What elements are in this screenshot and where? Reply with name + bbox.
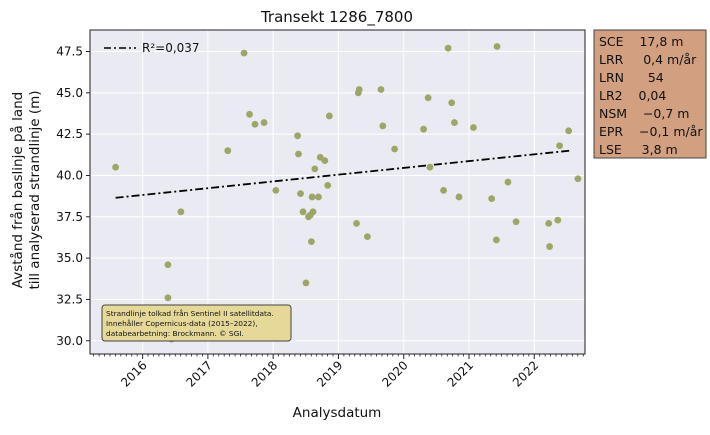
data-point <box>554 216 562 224</box>
data-point <box>112 163 119 171</box>
data-point <box>574 175 582 183</box>
data-point <box>493 43 501 50</box>
x-tick-label: 2021 <box>445 358 476 389</box>
x-tick-label: 2016 <box>118 358 149 389</box>
stats-line-lrn: LRN 54 <box>599 70 664 85</box>
y-tick-label: 35.0 <box>56 251 83 265</box>
data-point <box>488 195 496 203</box>
stats-box-background <box>593 29 707 159</box>
data-point <box>295 150 302 158</box>
data-points <box>112 43 582 343</box>
source-note-line-3: databearbetning: Brockmann. © SGI. <box>106 329 244 338</box>
data-point <box>546 243 554 250</box>
trendline <box>115 149 570 199</box>
data-point <box>272 186 280 194</box>
plot-area <box>90 30 585 354</box>
trendline-path <box>115 149 570 199</box>
data-point <box>355 86 363 93</box>
legend: R²=0,037 <box>104 41 200 55</box>
data-point <box>391 145 399 153</box>
data-point <box>424 94 432 102</box>
data-point <box>309 208 317 216</box>
data-point <box>260 119 268 126</box>
data-point <box>164 294 172 302</box>
data-point <box>492 236 500 244</box>
stats-line-lse: LSE 3,8 m <box>599 142 678 157</box>
stats-line-epr: EPR −0,1 m/år <box>599 124 703 139</box>
x-tick-label: 2022 <box>510 358 541 389</box>
data-point <box>321 157 329 164</box>
y-tick-label: 47.5 <box>56 44 83 58</box>
y-tick-label: 40.0 <box>56 168 83 182</box>
data-point <box>470 124 477 131</box>
data-point <box>251 120 259 128</box>
data-point <box>504 178 512 186</box>
stats-line-nsm: NSM −0,7 m <box>599 106 689 121</box>
data-point <box>311 165 319 173</box>
source-note-line-2: Innehåller Copernicus-data (2015–2022), <box>106 319 258 328</box>
y-axis: 30.0 32.5 35.0 37.5 40.0 42.5 45.0 47.5 <box>56 44 90 348</box>
data-point <box>240 49 248 57</box>
data-point <box>325 112 333 120</box>
data-point <box>420 125 427 133</box>
data-point <box>315 193 322 201</box>
y-axis-label: Avstånd från baslinje på land till analy… <box>9 90 43 289</box>
chart-title: Transekt 1286_7800 <box>260 8 413 27</box>
data-point <box>565 127 573 135</box>
data-point <box>246 110 253 118</box>
data-point <box>451 119 458 126</box>
source-note-line-1: Strandlinje tolkad från Sentinel II sate… <box>106 309 274 318</box>
data-point <box>299 208 307 216</box>
stats-line-lr2: LR2 0,04 <box>599 88 666 103</box>
stats-box: SCE 17,8 m LRR 0,4 m/år LRN 54 LR2 0,04 … <box>593 29 707 159</box>
stats-line-sce: SCE 17,8 m <box>599 34 683 49</box>
data-point <box>379 122 387 130</box>
x-axis-label: Analysdatum <box>293 405 382 421</box>
data-point <box>377 86 385 93</box>
y-tick-label: 42.5 <box>56 127 83 141</box>
x-tick-label: 2020 <box>379 358 410 389</box>
x-tick-label: 2017 <box>184 358 215 389</box>
y-axis-label-line-1: Avstånd från baslinje på land <box>9 92 26 288</box>
data-point <box>164 261 172 269</box>
data-point <box>440 186 447 194</box>
data-point <box>448 99 456 107</box>
y-tick-label: 45.0 <box>56 86 83 100</box>
data-point <box>302 279 310 287</box>
y-axis-label-line-2: till analyserad strandlinje (m) <box>27 90 43 289</box>
data-point <box>556 142 563 150</box>
source-note-box <box>101 304 292 342</box>
data-point <box>364 233 371 241</box>
x-axis: 2016 2017 2018 2019 2020 2021 2022 <box>93 354 584 390</box>
x-tick-label: 2018 <box>249 358 280 389</box>
data-point <box>353 220 360 227</box>
y-tick-label: 32.5 <box>56 292 83 306</box>
x-tick-label: 2019 <box>314 358 345 389</box>
y-tick-label: 37.5 <box>56 210 83 224</box>
data-point <box>308 193 316 201</box>
plot-frame <box>89 29 586 355</box>
data-point <box>426 163 434 171</box>
data-point <box>297 190 304 198</box>
data-point <box>324 181 332 189</box>
data-point <box>545 220 553 227</box>
data-point <box>308 238 315 245</box>
data-point <box>455 193 463 201</box>
data-point <box>294 132 301 140</box>
data-point <box>224 147 232 155</box>
y-tick-label: 30.0 <box>56 334 83 348</box>
stats-line-lrr: LRR 0,4 m/år <box>599 52 697 67</box>
legend-label: R²=0,037 <box>142 41 200 55</box>
data-point <box>177 208 185 216</box>
source-note: Strandlinje tolkad från Sentinel II sate… <box>101 304 292 342</box>
data-point <box>512 218 520 226</box>
data-point <box>444 44 452 52</box>
